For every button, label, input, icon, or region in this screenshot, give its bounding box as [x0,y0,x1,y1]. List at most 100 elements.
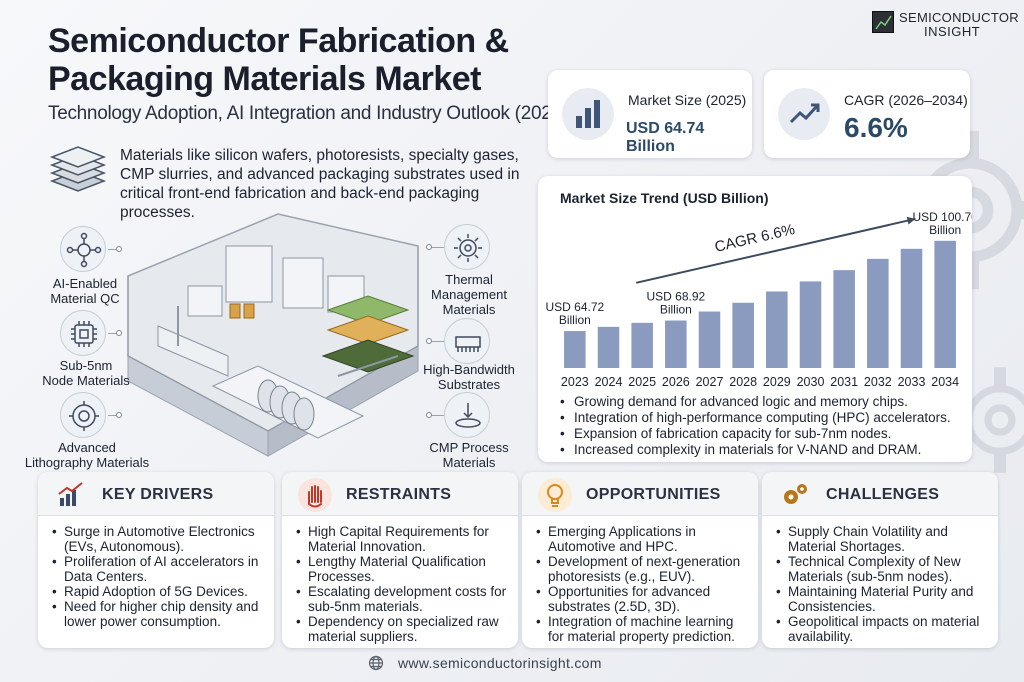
panel-title: RESTRAINTS [346,486,452,503]
x-tick-label: 2034 [931,375,959,389]
footer-url-link[interactable]: www.semiconductorinsight.com [398,655,602,671]
gears-icon [778,478,812,512]
panel-title: KEY DRIVERS [102,486,214,503]
bar-2029 [766,291,788,368]
advanced-lithography-label: Advanced Lithography Materials [12,440,162,470]
title-line-1: Semiconductor Fabrication & [48,22,509,60]
bar-2027 [698,311,721,368]
leader-line [108,415,118,416]
leader-dot [116,246,122,252]
trend-arrow-icon [778,88,830,140]
x-tick-label: 2029 [763,375,791,389]
label-line: AI-Enabled [52,276,118,291]
panel-list: High Capital Requirements for Material I… [296,524,512,644]
chart-bullet-item: Growing demand for advanced logic and me… [560,394,970,410]
panel-list: Surge in Automotive Electronics (EVs, Au… [52,524,268,629]
trend-line [635,217,916,284]
bar-2023 [564,331,586,368]
chart-bullet-item: Integration of high-performance computin… [560,410,970,426]
page-subtitle: Technology Adoption, AI Integration and … [48,103,615,124]
leader-line [108,333,118,334]
leader-dot [426,244,432,250]
cmp-process-label: CMP Process Materials [414,440,524,470]
data-label: Billion [559,313,591,327]
panel-list-item: Technical Complexity of New Materials (s… [776,554,992,584]
title-line-2: Packaging Materials Market [48,60,481,98]
opportunities-panel: OPPORTUNITIES Emerging Applications in A… [522,472,758,648]
lightbulb-icon [538,478,572,512]
bar-2024 [597,326,620,368]
bar-chart-icon [562,88,614,140]
panel-list-item: Surge in Automotive Electronics (EVs, Au… [52,524,268,554]
x-tick-label: 2024 [595,375,623,389]
x-tick-label: 2028 [729,375,757,389]
x-tick-label: 2026 [662,375,690,389]
fab-illustration [127,213,419,457]
x-tick-label: 2031 [830,375,858,389]
ai-material-qc-label: AI-Enabled Material QC [30,276,140,306]
data-label: USD 64.72 [545,300,604,314]
x-tick-label: 2032 [864,375,892,389]
cagr-card: CAGR (2026–2034) 6.6% [764,70,970,158]
sub-5nm-node-label: Sub-5nm Node Materials [22,358,150,388]
chart-bullet-item: Increased complexity in materials for V-… [560,442,970,458]
leader-line [108,249,118,250]
bar-2026 [665,320,687,368]
leader-dot [426,338,432,344]
trend-label: CAGR 6.6% [713,221,796,256]
leader-line [430,341,444,342]
page-title: Semiconductor Fabrication & Packaging Ma… [48,22,548,98]
leader-dot [426,412,432,418]
label-line: Substrates [437,377,501,392]
globe-icon [368,655,384,671]
market-trend-bar-chart: 2023 2024 2025 2026 2027 2028 2029 2030 2031 2032… [545,210,972,389]
bar-2030 [799,281,822,368]
panel-list-item: Lengthy Material Qualification Processes… [296,554,512,584]
panel-list-item: Development of next-generation photoresi… [536,554,752,584]
trend-arrowhead [906,216,916,225]
label-line: High-Bandwidth [423,362,515,377]
bar-2031 [833,270,855,368]
market-size-value: USD 64.74 Billion [626,120,705,155]
panel-header [38,472,274,516]
gear-icon [444,224,490,270]
label-line: Lithography Materials [24,455,150,470]
market-size-label: Market Size (2025) [628,92,747,108]
panel-list: Supply Chain Volatility and Material Sho… [776,524,992,644]
lithography-icon [60,392,106,438]
panel-title: CHALLENGES [826,486,940,503]
cmp-pad-icon [444,392,490,438]
bar-2025 [631,322,653,368]
cagr-label: CAGR (2026–2034) [844,92,968,108]
x-tick-label: 2030 [797,375,825,389]
data-label: USD 100.70 [912,210,972,224]
panel-list-item: High Capital Requirements for Material I… [296,524,512,554]
substrate-icon [444,318,490,364]
panel-list-item: Need for higher chip density and lower p… [52,599,268,629]
panel-title: OPPORTUNITIES [586,486,721,503]
data-label: Billion [929,223,961,237]
x-tick-label: 2025 [628,375,656,389]
chart-bullet-list: Growing demand for advanced logic and me… [560,394,970,458]
panel-list-item: Proliferation of AI accelerators in Data… [52,554,268,584]
leader-dot [116,330,122,336]
bar-2033 [900,248,923,368]
label-line: Management [431,287,507,302]
label-line: Thermal [445,272,493,287]
market-trend-chart-card: Market Size Trend (USD Billion) 2023 2024… [538,176,972,462]
panel-list-item: Integration of machine learning for mate… [536,614,752,644]
label-line: Material QC [50,291,120,306]
panel-list-item: Geopolitical impacts on material availab… [776,614,992,644]
label-line: Sub-5nm [59,358,113,373]
logo-text-line-1: SEMICONDUCTOR [899,10,1019,25]
chip-icon [60,310,106,356]
panel-list-item: Supply Chain Volatility and Material Sho… [776,524,992,554]
challenges-panel: CHALLENGES Supply Chain Volatility and M… [762,472,998,648]
bar-2028 [732,302,754,368]
thermal-management-label: Thermal Management Materials [414,272,524,317]
label-line: Materials [442,455,496,470]
bar-2034 [934,240,956,368]
intro-description: Materials like silicon wafers, photoresi… [120,147,520,221]
label-line: CMP Process [429,440,509,455]
label-line: Materials [442,302,496,317]
